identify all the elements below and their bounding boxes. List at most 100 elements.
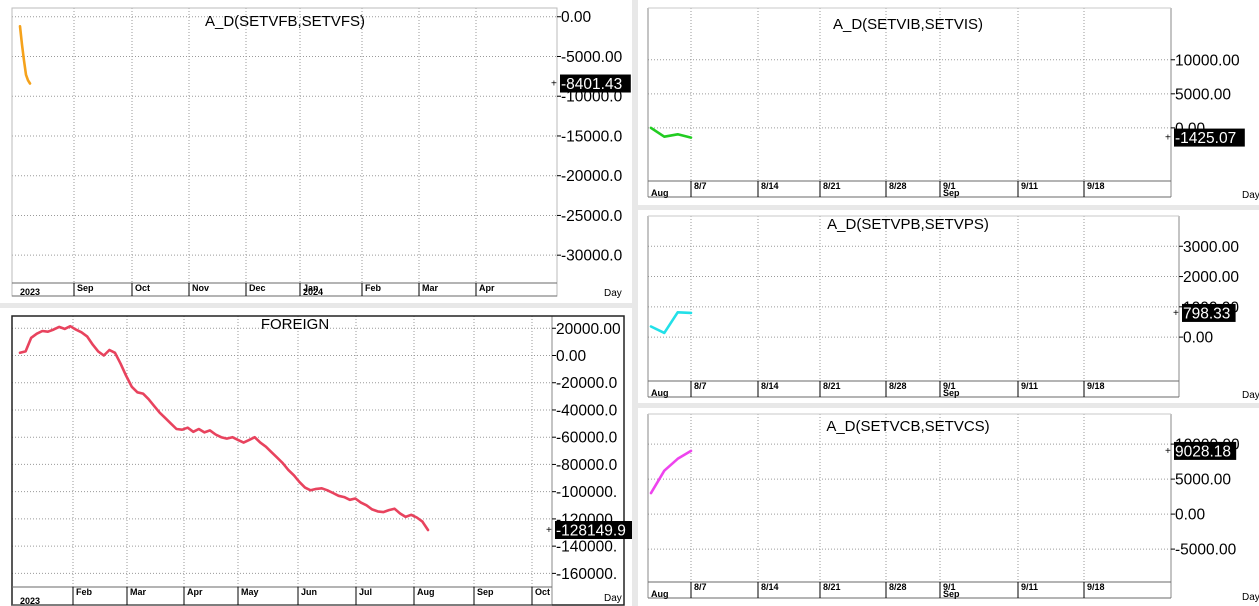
x-tick-label: May: [241, 587, 259, 597]
chart-title: A_D(SETVIB,SETVIS): [833, 16, 983, 33]
y-tick-label: -140000.: [556, 539, 617, 556]
x-tick-label: Oct: [135, 283, 150, 293]
y-tick-label: 5000.00: [1175, 86, 1231, 103]
y-tick-label: -60000.0: [556, 430, 618, 447]
panel-divider-left: [0, 303, 632, 308]
y-tick-label: 2000.00: [1183, 269, 1239, 286]
last-value-box: [1182, 303, 1236, 322]
x-tick-label: 9/18: [1087, 381, 1105, 391]
y-tick-label: -15000.0: [561, 128, 623, 145]
last-value-box: [560, 74, 631, 93]
x-tick-sublabel: Sep: [943, 589, 960, 599]
x-tick-label: 9/11: [1021, 582, 1038, 592]
x-tick-label: Sep: [477, 587, 494, 597]
chart-panel-setvp[interactable]: 3000.002000.001000.000.008/78/148/218/28…: [638, 210, 1259, 403]
last-value-label: -128149.9: [556, 523, 626, 540]
x-tick-label: 8/14: [761, 381, 779, 391]
x-tick-label: 8/7: [694, 582, 707, 592]
x-tick-label: 8/21: [823, 181, 841, 191]
y-tick-label: -20000.0: [561, 168, 623, 185]
chart-panel-foreign[interactable]: 20000.00 0.00 -20000.0 -40000.0 -60000.0 -800…: [0, 308, 632, 606]
y-tick-label: -160000.: [556, 566, 617, 583]
x-tick-label: 8/28: [889, 582, 907, 592]
y-tick-label: -5000.00: [561, 49, 623, 66]
series-line: [649, 449, 693, 495]
x-tick-label: Aug: [417, 587, 435, 597]
x-tick-label: Apr: [187, 587, 203, 597]
y-tick-label: -20000.0: [556, 375, 618, 392]
x-tick-sublabel: Sep: [943, 188, 960, 198]
last-value-label: 9028.18: [1175, 443, 1231, 460]
x-tick-label: 8/28: [889, 381, 907, 391]
chart-svg-setvp: 3000.002000.001000.000.008/78/148/218/28…: [647, 215, 1259, 401]
y-tick-label: 20000.00: [556, 321, 621, 338]
chart-panel-setvc[interactable]: 10000.005000.000.00-5000.008/78/148/218/…: [638, 408, 1259, 606]
x-first-label: 2023: [20, 596, 40, 606]
x-tick-label: 9/18: [1087, 582, 1105, 592]
x-tick-label: 9/1: [943, 181, 956, 191]
x-tick-label: Feb: [365, 283, 382, 293]
panel-divider-right-2: [638, 403, 1259, 408]
last-value-label: -1425.07: [1175, 130, 1236, 147]
x-tick-label: 8/14: [761, 181, 779, 191]
series-line: [649, 126, 693, 139]
panel-outline: [11, 7, 558, 297]
chart-svg-setvc: 10000.005000.000.00-5000.008/78/148/218/…: [647, 413, 1259, 603]
x-tick-label: Mar: [422, 283, 439, 293]
x-tick-label: 9/1: [943, 381, 956, 391]
plot-area: [11, 7, 558, 297]
x-first-label: Aug: [651, 188, 669, 198]
last-value-box: [555, 521, 632, 540]
last-value-box: [1174, 128, 1245, 147]
x-tick-label: 8/7: [694, 381, 707, 391]
last-value-pointer: +: [551, 79, 557, 90]
x-first-label: 2023: [20, 287, 40, 297]
y-tick-label: -25000.0: [561, 208, 623, 225]
x-tick-label: Jan: [303, 283, 319, 293]
x-tick-label: Dec: [249, 283, 266, 293]
x-first-label: Aug: [651, 388, 669, 398]
last-value-pointer: +: [1165, 446, 1171, 457]
x-tick-label: Nov: [192, 283, 209, 293]
x-tick-label: 8/21: [823, 381, 841, 391]
plot-area: [11, 315, 625, 606]
chart-svg-setvf: 0.00 -5000.00 -10000.0 -15000.0 -20000.0 -250…: [11, 7, 631, 299]
y-tick-label: -5000.00: [1175, 542, 1237, 559]
y-tick-label: 0.00: [1183, 330, 1214, 347]
panel-divider-right-1: [638, 205, 1259, 210]
series-line: [18, 324, 430, 532]
x-tick-label: Jun: [301, 587, 317, 597]
chart-title: FOREIGN: [261, 316, 329, 333]
x-tick-label: 8/28: [889, 181, 907, 191]
y-tick-label: 0.00: [561, 9, 592, 26]
x-tick-label: 8/21: [823, 582, 841, 592]
y-tick-label: -30000.0: [561, 248, 623, 265]
x-tick-label: Sep: [77, 283, 94, 293]
chart-panel-setvf[interactable]: 0.00 -5000.00 -10000.0 -15000.0 -20000.0 -250…: [0, 0, 632, 303]
x-tick-label: Oct: [535, 587, 550, 597]
y-tick-label: -10000.0: [561, 89, 623, 106]
x-tick-label: Feb: [76, 587, 93, 597]
plot-area: [647, 413, 1172, 599]
y-tick-label: 0.00: [556, 348, 587, 365]
last-value-pointer: +: [1173, 308, 1179, 319]
x-tick-label: 9/1: [943, 582, 956, 592]
last-value-box: [1174, 441, 1237, 460]
plot-area: [647, 7, 1172, 198]
period-label: Day: [1242, 592, 1259, 603]
period-label: Day: [1242, 190, 1259, 201]
last-value-pointer: +: [546, 525, 552, 536]
y-tick-label: 0.00: [1175, 507, 1206, 524]
x-tick-label: 8/7: [694, 181, 707, 191]
x-tick-label: 9/18: [1087, 181, 1105, 191]
last-value-label: 798.33: [1183, 305, 1230, 322]
period-label: Day: [1242, 390, 1259, 401]
chart-panel-setvi[interactable]: 10000.005000.000.008/78/148/218/289/1Sep…: [638, 0, 1259, 205]
last-value-pointer: +: [1165, 133, 1171, 144]
y-tick-label: -80000.0: [556, 457, 618, 474]
series-line: [649, 311, 693, 335]
panel-divider-vertical: [632, 0, 638, 606]
x-tick-label: Mar: [130, 587, 147, 597]
chart-title: A_D(SETVPB,SETVPS): [827, 216, 989, 233]
last-value-label: -8401.43: [561, 76, 622, 93]
